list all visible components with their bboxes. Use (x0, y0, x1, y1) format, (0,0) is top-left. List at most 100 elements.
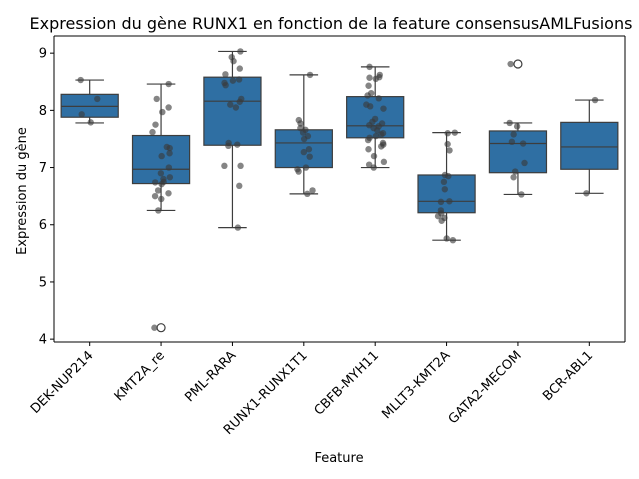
data-point-pml-rara-6 (229, 77, 237, 84)
data-point-runx1-runx1t1-13 (295, 168, 302, 175)
data-point-gata2-mecom-6 (521, 159, 528, 167)
data-point-kmt2a-re-17 (154, 187, 162, 194)
data-point-gata2-mecom-3 (510, 131, 517, 138)
data-point-runx1-runx1t1-11 (302, 164, 310, 171)
data-point-pml-rara-18 (236, 182, 243, 190)
data-point-dek-nup214-2 (78, 111, 85, 118)
data-point-gata2-mecom-7 (512, 168, 519, 175)
x-tick-label-pml-rara: PML-RARA (182, 348, 239, 405)
data-point-cbfb-myh11-28 (370, 152, 378, 160)
flier-kmt2a-re-0 (156, 323, 166, 333)
data-point-kmt2a-re-21 (155, 207, 162, 214)
chart-title: Expression du gène RUNX1 en fonction de … (30, 14, 633, 33)
data-point-cbfb-myh11-23 (364, 136, 372, 144)
data-point-bcr-abl1-0 (591, 96, 599, 104)
data-point-cbfb-myh11-7 (364, 92, 371, 99)
data-point-cbfb-myh11-10 (367, 103, 374, 110)
x-tick-label-bcr-abl1: BCR-ABL1 (540, 348, 596, 404)
data-point-dek-nup214-0 (77, 76, 84, 84)
data-point-cbfb-myh11-27 (365, 146, 372, 153)
box-gata2-mecom (488, 130, 548, 174)
data-point-cbfb-myh11-11 (380, 105, 387, 112)
x-axis-label: Feature (314, 451, 363, 466)
data-point-pml-rara-10 (236, 98, 243, 105)
data-point-pml-rara-12 (232, 104, 240, 111)
data-point-gata2-mecom-5 (519, 140, 527, 147)
data-point-gata2-mecom-8 (510, 174, 517, 181)
data-point-cbfb-myh11-5 (365, 82, 372, 89)
data-point-mllt3-kmt2a-14 (438, 217, 445, 224)
data-point-pml-rara-0 (237, 48, 244, 55)
data-point-mllt3-kmt2a-15 (443, 235, 450, 242)
data-point-mllt3-kmt2a-3 (446, 147, 453, 154)
data-point-mllt3-kmt2a-8 (446, 198, 453, 205)
x-tick-label-dek-nup214: DEK-NUP214 (28, 348, 97, 417)
data-point-dek-nup214-1 (94, 95, 101, 103)
data-point-pml-rara-11 (227, 101, 234, 108)
y-tick-label-7: 7 (39, 161, 47, 176)
data-point-bcr-abl1-1 (583, 190, 590, 197)
data-point-runx1-runx1t1-10 (306, 153, 313, 160)
data-point-mllt3-kmt2a-1 (444, 130, 451, 137)
data-point-kmt2a-re-2 (165, 104, 172, 111)
data-point-pml-rara-4 (222, 71, 229, 78)
data-point-runx1-runx1t1-5 (299, 129, 307, 136)
data-point-pml-rara-19 (234, 224, 242, 231)
y-axis-label: Expression du gène (15, 127, 30, 255)
data-point-runx1-runx1t1-14 (309, 187, 316, 194)
data-point-cbfb-myh11-30 (365, 161, 373, 168)
data-point-kmt2a-re-12 (166, 174, 174, 181)
x-tick-label-kmt2a-re: KMT2A_re (112, 348, 168, 404)
data-point-cbfb-myh11-8 (375, 95, 382, 102)
data-point-runx1-runx1t1-8 (305, 146, 313, 153)
data-point-kmt2a-re-18 (165, 190, 172, 197)
data-point-kmt2a-re-16 (158, 180, 165, 188)
data-point-cbfb-myh11-18 (374, 127, 381, 134)
data-point-pml-rara-15 (225, 142, 232, 150)
data-point-runx1-runx1t1-0 (306, 71, 314, 79)
data-point-pml-rara-8 (222, 81, 229, 89)
data-point-kmt2a-re-9 (158, 152, 165, 160)
data-point-mllt3-kmt2a-2 (444, 140, 451, 148)
data-point-pml-rara-2 (230, 57, 237, 65)
data-point-mllt3-kmt2a-12 (434, 212, 442, 220)
data-point-gata2-mecom-1 (506, 119, 513, 127)
y-tick-label-6: 6 (39, 218, 47, 233)
data-point-gata2-mecom-4 (508, 138, 516, 146)
y-tick-label-9: 9 (39, 47, 47, 62)
data-point-mllt3-kmt2a-5 (445, 172, 452, 180)
data-point-mllt3-kmt2a-7 (441, 186, 448, 193)
data-point-mllt3-kmt2a-9 (437, 198, 445, 206)
data-point-gata2-mecom-9 (518, 191, 525, 198)
data-point-pml-rara-5 (235, 76, 243, 83)
data-point-kmt2a-re-3 (159, 108, 166, 116)
data-point-cbfb-myh11-26 (378, 143, 385, 150)
data-point-runx1-runx1t1-15 (304, 190, 311, 198)
data-point-cbfb-myh11-21 (372, 132, 380, 140)
data-point-kmt2a-re-22 (151, 324, 158, 331)
y-tick-label-4: 4 (39, 333, 47, 348)
flier-gata2-mecom-0 (513, 59, 523, 69)
data-point-kmt2a-re-19 (151, 192, 159, 200)
box-pml-rara (203, 76, 262, 146)
data-point-kmt2a-re-1 (153, 95, 160, 103)
data-point-kmt2a-re-4 (152, 121, 159, 128)
data-point-pml-rara-16 (221, 162, 228, 170)
data-point-cbfb-myh11-31 (370, 164, 377, 171)
data-point-mllt3-kmt2a-0 (451, 129, 458, 136)
data-point-gata2-mecom-0 (507, 60, 514, 68)
data-point-pml-rara-3 (236, 65, 243, 72)
data-point-kmt2a-re-15 (152, 179, 159, 186)
data-point-runx1-runx1t1-7 (300, 135, 308, 143)
y-tick-label-5: 5 (39, 275, 47, 290)
data-point-kmt2a-re-7 (166, 144, 173, 152)
x-tick-label-gata2-mecom: GATA2-MECOM (446, 348, 525, 427)
y-tick-label-8: 8 (39, 104, 47, 119)
x-tick-label-mllt3-kmt2a: MLLT3-KMT2A (379, 348, 453, 422)
data-point-pml-rara-17 (237, 162, 244, 170)
data-point-runx1-runx1t1-9 (300, 148, 308, 156)
data-point-dek-nup214-3 (87, 119, 94, 126)
